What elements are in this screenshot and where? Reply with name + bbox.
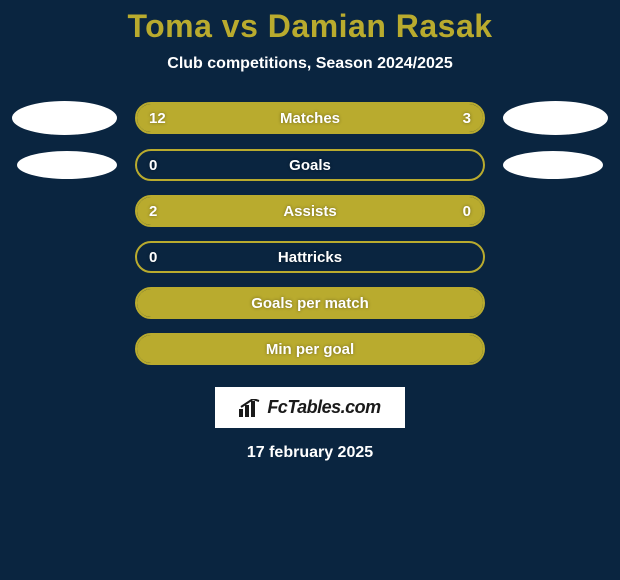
stat-label: Min per goal [137, 335, 483, 363]
stat-value-left: 12 [149, 104, 166, 132]
brand-text: FcTables.com [267, 397, 380, 418]
stat-value-right: 3 [463, 104, 471, 132]
stat-row: Matches12 3 [6, 101, 614, 135]
player-left-marker [17, 151, 117, 179]
stat-label: Matches [137, 104, 483, 132]
stat-row: Min per goal [6, 333, 614, 365]
stat-bar: Min per goal [135, 333, 485, 365]
stat-bar: Assists2 0 [135, 195, 485, 227]
stat-bar: Goals0 [135, 149, 485, 181]
stat-rows: Matches123Goals0Assists20Hattricks0Goals… [6, 101, 614, 379]
stat-row: Assists2 0 [6, 195, 614, 227]
subtitle: Club competitions, Season 2024/2025 [167, 55, 452, 73]
bars-icon [239, 399, 261, 417]
stat-row: Goals0 [6, 149, 614, 181]
brand-badge: FcTables.com [215, 387, 404, 428]
comparison-infographic: Toma vs Damian Rasak Club competitions, … [0, 0, 620, 580]
stat-value-left: 0 [149, 151, 157, 179]
stat-value-left: 0 [149, 243, 157, 271]
stat-label: Hattricks [137, 243, 483, 271]
stat-row: Goals per match [6, 287, 614, 319]
page-title: Toma vs Damian Rasak [127, 8, 492, 45]
stat-bar: Goals per match [135, 287, 485, 319]
player-right-marker [503, 151, 603, 179]
stat-bar: Hattricks0 [135, 241, 485, 273]
date-text: 17 february 2025 [247, 444, 373, 462]
stat-value-right: 0 [463, 197, 471, 225]
stat-label: Assists [137, 197, 483, 225]
stat-bar: Matches12 3 [135, 102, 485, 134]
stat-value-left: 2 [149, 197, 157, 225]
player-left-marker [12, 101, 117, 135]
stat-row: Hattricks0 [6, 241, 614, 273]
player-right-marker [503, 101, 608, 135]
stat-label: Goals per match [137, 289, 483, 317]
stat-label: Goals [137, 151, 483, 179]
